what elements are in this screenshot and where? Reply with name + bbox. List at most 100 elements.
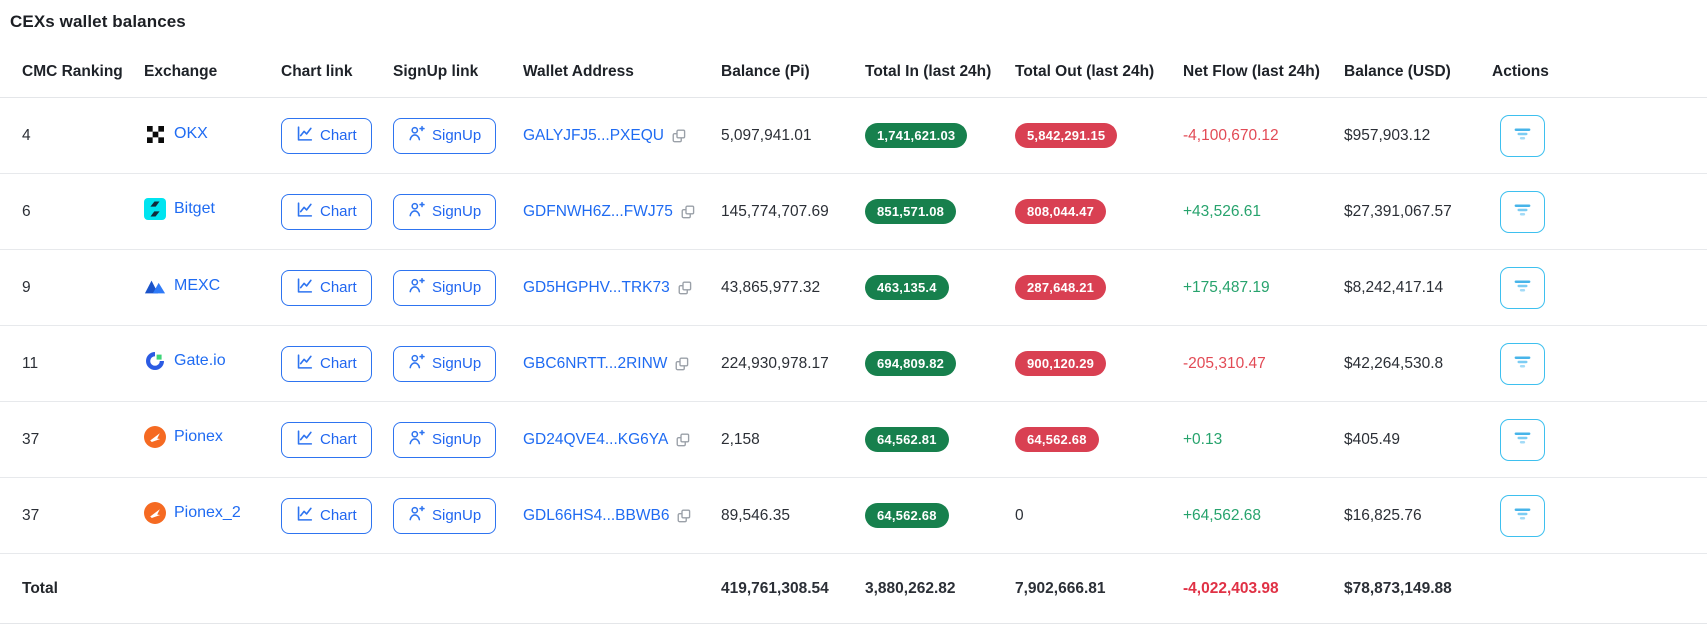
balance-pi-value: 224,930,978.17 [721,354,829,372]
exchange-link[interactable]: OKX [174,125,208,143]
line-chart-icon [296,505,313,526]
header-wallet-address: Wallet Address [523,62,634,80]
balance-usd-value: $42,264,530.8 [1344,354,1444,372]
total-label: Total [22,579,58,597]
filter-action-button[interactable] [1500,266,1545,309]
filter-icon [1513,279,1532,296]
header-exchange: Exchange [144,62,218,80]
signup-button[interactable]: SignUp [393,269,497,306]
filter-action-button[interactable] [1500,342,1545,385]
net-flow-value: -4,100,670.12 [1183,126,1279,144]
net-flow-value: +0.13 [1183,430,1223,448]
chart-button[interactable]: Chart [281,497,372,534]
table-row: 9 MEXC Chart SignUp GD5HGPHV...TRK73 43,… [0,250,1707,326]
wallet-address-link[interactable]: GDFNWH6Z...FWJ75 [523,202,673,220]
exchange-link[interactable]: Bitget [174,200,215,217]
copy-icon[interactable] [680,204,696,220]
wallet-address-link[interactable]: GBC6NRTT...2RINW [523,354,668,372]
table-row: 37 Pionex Chart SignUp GD24QVE4...KG6YA … [0,402,1707,478]
exchange-link[interactable]: Pionex [174,428,223,445]
signup-button[interactable]: SignUp [393,345,497,382]
chart-button[interactable]: Chart [281,117,372,154]
balance-usd-value: $405.49 [1344,430,1401,448]
cmc-rank: 9 [22,278,31,296]
net-flow-value: +175,487.19 [1183,278,1270,296]
chart-button[interactable]: Chart [281,421,372,458]
header-signup-link: SignUp link [393,62,479,80]
bitget-logo-icon [144,198,166,220]
filter-icon [1513,203,1532,220]
exchange-link[interactable]: MEXC [174,277,221,294]
wallet-address-link[interactable]: GD5HGPHV...TRK73 [523,278,670,296]
table-total-row: Total 419,761,308.54 3,880,262.82 7,902,… [0,554,1707,624]
copy-icon[interactable] [674,356,690,372]
line-chart-icon [296,353,313,374]
wallet-address-link[interactable]: GALYJFJ5...PXEQU [523,126,664,144]
total-balance-usd: $78,873,149.88 [1344,579,1452,597]
balance-usd-value: $16,825.76 [1344,506,1422,524]
balance-usd-value: $957,903.12 [1344,126,1431,144]
add-user-icon [408,505,425,526]
copy-icon[interactable] [677,280,693,296]
line-chart-icon [296,125,313,146]
total-in-badge: 64,562.81 [865,427,949,452]
filter-icon [1513,507,1532,524]
cmc-rank: 6 [22,202,31,220]
filter-action-button[interactable] [1500,418,1545,461]
pionex-logo-icon [144,426,166,448]
header-total-out: Total Out (last 24h) [1015,62,1155,80]
header-balance-usd: Balance (USD) [1344,62,1451,80]
okx-logo-icon [144,123,166,145]
copy-icon[interactable] [675,432,691,448]
total-in-badge: 694,809.82 [865,351,957,376]
signup-button[interactable]: SignUp [393,421,497,458]
balance-usd-value: $27,391,067.57 [1344,202,1452,220]
mexc-logo-icon [144,275,166,297]
copy-icon[interactable] [676,508,692,524]
total-in-badge: 1,741,621.03 [865,123,968,148]
filter-action-button[interactable] [1500,190,1545,233]
total-net-flow: -4,022,403.98 [1183,579,1279,597]
header-chart-link: Chart link [281,62,353,80]
header-net-flow: Net Flow (last 24h) [1183,62,1320,80]
total-in-badge: 463,135.4 [865,275,949,300]
pionex-logo-icon [144,502,166,524]
total-in-badge: 64,562.68 [865,503,949,528]
wallet-address-link[interactable]: GD24QVE4...KG6YA [523,430,669,448]
balance-pi-value: 5,097,941.01 [721,126,812,144]
balance-pi-value: 89,546.35 [721,506,790,524]
signup-button[interactable]: SignUp [393,117,497,154]
chart-button[interactable]: Chart [281,193,372,230]
total-out-badge: 900,120.29 [1015,351,1107,376]
signup-button[interactable]: SignUp [393,193,497,230]
wallet-address-link[interactable]: GDL66HS4...BBWB6 [523,506,670,524]
exchange-link[interactable]: Gate.io [174,352,226,369]
exchange-link[interactable]: Pionex_2 [174,504,241,521]
filter-icon [1513,431,1532,448]
chart-button[interactable]: Chart [281,345,372,382]
cmc-rank: 11 [22,354,39,372]
page-title: CEXs wallet balances [10,12,186,31]
line-chart-icon [296,429,313,450]
filter-icon [1513,127,1532,144]
copy-icon[interactable] [671,128,687,144]
table-row: 37 Pionex_2 Chart SignUp GDL66HS4...BBWB… [0,478,1707,554]
header-actions: Actions [1492,62,1549,80]
table-header-row: CMC Ranking Exchange Chart link SignUp l… [0,46,1707,98]
balance-usd-value: $8,242,417.14 [1344,278,1444,296]
filter-action-button[interactable] [1500,114,1545,157]
total-in-badge: 851,571.08 [865,199,957,224]
filter-action-button[interactable] [1500,494,1545,537]
signup-button[interactable]: SignUp [393,497,497,534]
balance-pi-value: 43,865,977.32 [721,278,821,296]
cex-balances-table: CMC Ranking Exchange Chart link SignUp l… [0,46,1707,624]
net-flow-value: +43,526.61 [1183,202,1262,220]
add-user-icon [408,429,425,450]
total-in-sum: 3,880,262.82 [865,579,956,597]
total-out-value: 0 [1015,506,1024,524]
chart-button[interactable]: Chart [281,269,372,306]
gateio-logo-icon [144,350,166,372]
header-cmc-ranking: CMC Ranking [22,62,123,80]
add-user-icon [408,201,425,222]
net-flow-value: +64,562.68 [1183,506,1262,524]
